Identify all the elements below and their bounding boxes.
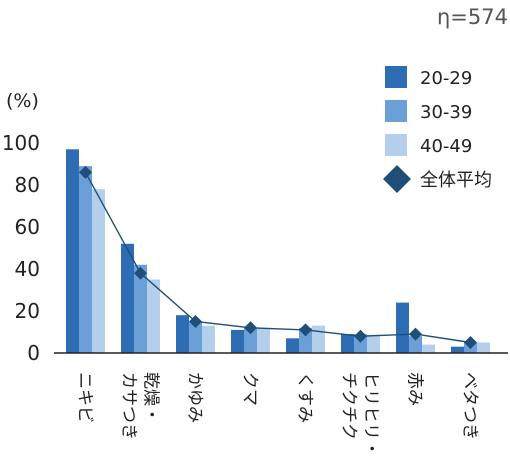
bar-30-39-0	[79, 166, 92, 353]
bars	[66, 149, 490, 353]
category-label-1-0: 乾燥・	[141, 372, 161, 423]
average-point-0	[79, 165, 92, 179]
legend-label-40-49: 40-49	[420, 136, 472, 157]
average-point-1	[134, 266, 147, 280]
bar-40-49-7	[477, 342, 490, 353]
legend-label-30-39: 30-39	[420, 102, 472, 123]
bar-20-29-5	[341, 334, 354, 353]
bar-40-49-3	[257, 327, 270, 353]
category-label-7-0: ベタつき	[460, 372, 480, 440]
bar-20-29-3	[231, 329, 244, 353]
legend-label-20-29: 20-29	[420, 68, 472, 89]
category-label-2-0: かゆみ	[185, 372, 205, 423]
bar-20-29-7	[451, 346, 464, 353]
category-label-4-0: くすみ	[295, 372, 315, 423]
bar-20-29-1	[121, 243, 134, 353]
bar-30-39-2	[189, 321, 202, 353]
average-line	[79, 165, 477, 349]
y-axis-ticks: 0 20 40 60 80 100	[2, 131, 40, 365]
average-point-5	[354, 329, 367, 343]
average-point-7	[464, 336, 477, 349]
bar-40-49-2	[202, 325, 215, 353]
legend-swatch-40-49	[385, 134, 407, 156]
average-point-6	[409, 327, 422, 341]
legend-swatch-20-29	[385, 66, 407, 88]
average-point-2	[189, 315, 202, 328]
bar-40-49-5	[367, 336, 380, 353]
bar-30-39-4	[299, 327, 312, 353]
y-tick-label: 40	[15, 257, 40, 281]
bar-30-39-3	[244, 327, 257, 353]
bar-20-29-0	[66, 149, 79, 353]
category-label-0-0: ニキビ	[75, 372, 95, 423]
category-label-3-0: クマ	[240, 372, 260, 406]
bar-30-39-1	[134, 264, 147, 353]
category-label-1-1: カサつき	[119, 372, 139, 440]
average-point-3	[244, 321, 257, 335]
average-point-4	[299, 323, 312, 337]
bar-40-49-6	[422, 344, 435, 353]
average-line-path	[84, 172, 471, 344]
bar-20-29-4	[286, 338, 299, 353]
y-axis-unit: (%)	[6, 90, 39, 112]
category-label-6-0: 赤み	[405, 372, 425, 406]
y-tick-label: 20	[15, 299, 40, 323]
category-label-5-0: ヒリヒリ・	[361, 372, 381, 456]
y-tick-label: 0	[27, 341, 40, 365]
y-tick-label: 60	[15, 215, 40, 239]
bar-20-29-2	[176, 315, 189, 353]
bar-40-49-1	[147, 279, 160, 353]
legend-label-average: 全体平均	[420, 170, 492, 191]
category-labels: ニキビ 乾燥・カサつき かゆみ クマ くすみ ヒリヒリ・チクチク 赤み ベタつき	[75, 372, 480, 456]
legend-swatch-30-39	[385, 100, 407, 122]
y-tick-label: 100	[2, 131, 40, 155]
y-tick-label: 80	[15, 173, 40, 197]
bar-40-49-4	[312, 325, 325, 353]
bar-40-49-0	[92, 189, 105, 353]
bar-30-39-6	[409, 336, 422, 353]
legend-swatch-average	[383, 165, 411, 193]
category-label-5-1: チクチク	[339, 372, 359, 440]
chart-title: η=574	[437, 5, 508, 29]
bar-20-29-6	[396, 302, 409, 353]
legend: 20-29 30-39 40-49 全体平均	[383, 66, 492, 193]
